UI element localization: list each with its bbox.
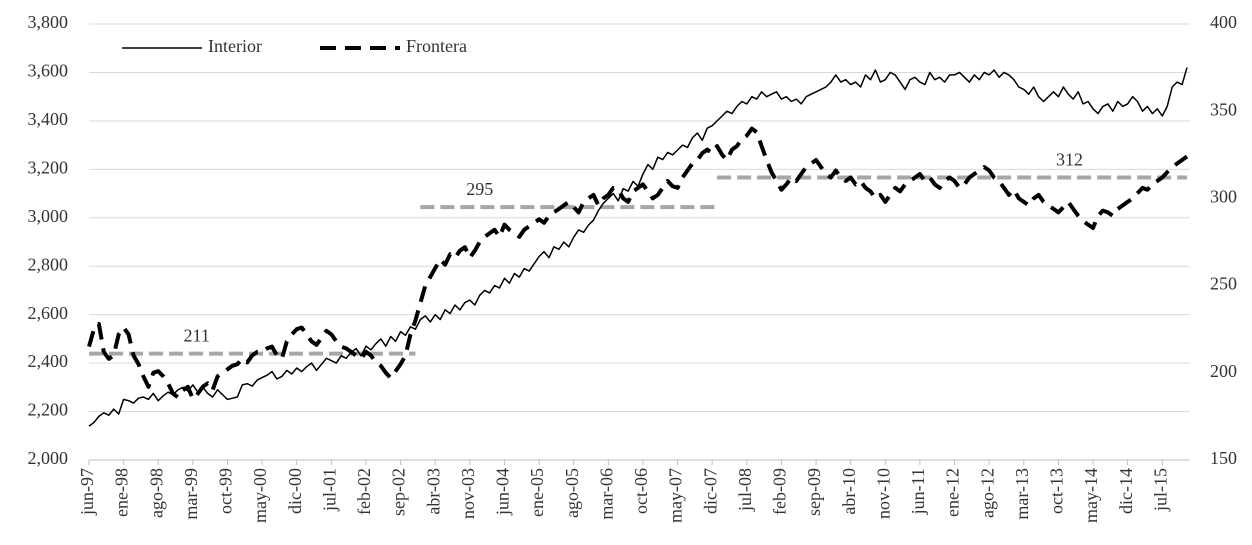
x-tick-label: jul-08 <box>735 468 755 512</box>
x-tick-label: nov-10 <box>873 468 893 519</box>
legend-label: Frontera <box>406 36 467 56</box>
x-tick-label: ago-98 <box>146 468 166 518</box>
x-tick-label: jul-01 <box>319 468 339 512</box>
series-line <box>87 126 1189 401</box>
x-tick-label: mar-99 <box>181 468 201 520</box>
x-tick-label: nov-03 <box>458 468 478 519</box>
reference-label: 295 <box>466 179 493 199</box>
reference-label: 312 <box>1056 150 1083 170</box>
x-tick-label: jun-97 <box>77 468 97 516</box>
x-tick-label: ago-05 <box>562 468 582 518</box>
x-tick-label: dic-14 <box>1116 468 1136 514</box>
y-tick-label: 3,800 <box>28 12 69 32</box>
x-tick-label: oct-13 <box>1047 468 1067 514</box>
y2-tick-label: 200 <box>1210 361 1237 381</box>
x-tick-label: feb-09 <box>770 468 790 515</box>
y2-tick-label: 400 <box>1210 12 1237 32</box>
y-tick-label: 3,000 <box>28 206 69 226</box>
y-tick-label: 3,200 <box>28 157 69 177</box>
x-tick-label: mar-06 <box>596 468 616 520</box>
x-tick-label: abr-10 <box>839 468 859 515</box>
x-tick-label: feb-02 <box>354 468 374 515</box>
y2-tick-label: 250 <box>1210 274 1237 294</box>
x-tick-label: jun-11 <box>908 468 928 515</box>
x-tick-label: ene-12 <box>943 468 963 517</box>
x-tick-label: sep-09 <box>804 468 824 516</box>
y-tick-label: 2,800 <box>28 254 69 274</box>
y2-tick-label: 150 <box>1210 448 1237 468</box>
y-tick-label: 2,000 <box>28 448 69 468</box>
x-tick-label: ago-12 <box>977 468 997 518</box>
y-tick-label: 3,400 <box>28 109 69 129</box>
x-tick-label: oct-99 <box>216 468 236 514</box>
x-tick-label: oct-06 <box>631 468 651 514</box>
y-tick-label: 2,200 <box>28 400 69 420</box>
x-tick-label: mar-13 <box>1012 468 1032 520</box>
y2-tick-label: 300 <box>1210 187 1237 207</box>
x-tick-label: jul-15 <box>1150 468 1170 512</box>
x-tick-label: abr-03 <box>423 468 443 515</box>
y-tick-label: 3,600 <box>28 61 69 81</box>
x-tick-label: jun-04 <box>493 468 513 516</box>
x-tick-label: ene-05 <box>527 468 547 517</box>
x-tick-label: may-00 <box>250 468 270 523</box>
x-tick-label: dic-07 <box>700 468 720 514</box>
reference-label: 211 <box>184 326 210 346</box>
x-tick-label: dic-00 <box>285 468 305 514</box>
legend-label: Interior <box>208 36 262 56</box>
x-tick-label: may-07 <box>666 468 686 523</box>
y-tick-label: 2,400 <box>28 351 69 371</box>
x-tick-label: may-14 <box>1081 468 1101 523</box>
y2-tick-label: 350 <box>1210 99 1237 119</box>
x-tick-label: ene-98 <box>112 468 132 517</box>
y-tick-label: 2,600 <box>28 303 69 323</box>
x-tick-label: sep-02 <box>389 468 409 516</box>
